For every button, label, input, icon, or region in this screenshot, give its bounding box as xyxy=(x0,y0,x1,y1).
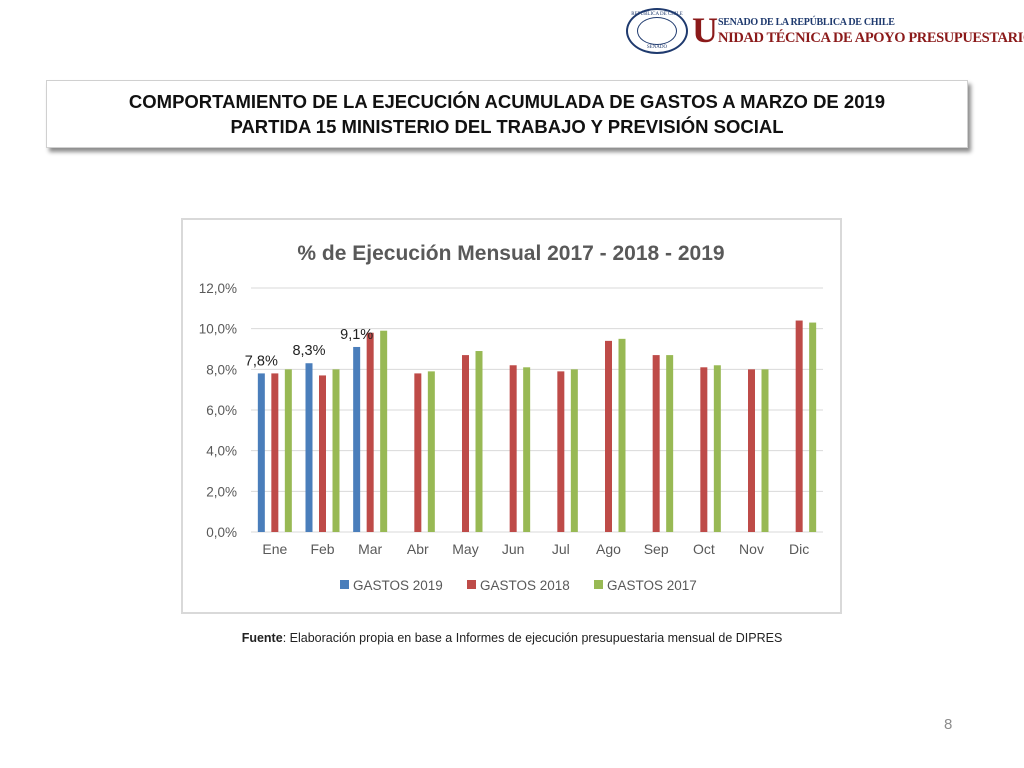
source-label: Fuente xyxy=(241,631,283,645)
bar-gastos-2019 xyxy=(353,346,361,532)
x-tick-label: Ene xyxy=(262,541,287,557)
chart-frame: % de Ejecución Mensual 2017 - 2018 - 201… xyxy=(181,218,842,614)
bar-gastos-2019 xyxy=(305,363,313,532)
bar-gastos-2017 xyxy=(761,369,769,532)
y-tick-label: 6,0% xyxy=(206,403,237,418)
x-tick-label: Oct xyxy=(693,541,715,557)
bar-gastos-2017 xyxy=(570,369,578,532)
bar-gastos-2018 xyxy=(319,375,326,532)
bar-gastos-2018 xyxy=(366,332,374,532)
bar-gastos-2017 xyxy=(618,338,626,532)
bar-gastos-2018 xyxy=(605,340,612,532)
source-note: Fuente: Elaboración propia en base a Inf… xyxy=(0,631,1024,645)
y-tick-label: 2,0% xyxy=(206,484,237,499)
y-tick-label: 10,0% xyxy=(199,322,237,337)
bar-gastos-2018 xyxy=(557,371,565,532)
page-number: 8 xyxy=(944,716,953,733)
x-tick-label: Mar xyxy=(358,541,382,557)
bar-gastos-2018 xyxy=(462,355,469,532)
x-tick-label: Abr xyxy=(407,541,429,557)
x-tick-label: Dic xyxy=(789,541,809,557)
bar-gastos-2017 xyxy=(427,371,435,532)
bar-gastos-2017 xyxy=(713,365,721,532)
bar-gastos-2018 xyxy=(795,320,803,532)
x-tick-label: Ago xyxy=(596,541,621,557)
x-tick-label: Sep xyxy=(644,541,669,557)
logo-letter: U xyxy=(692,10,718,50)
bar-gastos-2017 xyxy=(380,330,388,532)
legend-swatch xyxy=(467,580,476,589)
bar-gastos-2019 xyxy=(257,373,265,532)
bar-gastos-2017 xyxy=(523,367,531,532)
seal-top-text: REPÚBLICA DE CHILE xyxy=(631,12,683,17)
title-line1: COMPORTAMIENTO DE LA EJECUCIÓN ACUMULADA… xyxy=(128,91,886,112)
legend-label: GASTOS 2019 xyxy=(353,578,443,593)
seal-bottom-text: SENADO xyxy=(646,45,668,50)
y-tick-label: 0,0% xyxy=(206,525,237,540)
source-text: : Elaboración propia en base a Informes … xyxy=(282,631,783,645)
title-box: COMPORTAMIENTO DE LA EJECUCIÓN ACUMULADA… xyxy=(46,80,968,148)
org-name-line2: NIDAD TÉCNICA DE APOYO PRESUPUESTARIO xyxy=(718,30,1024,46)
y-tick-label: 4,0% xyxy=(206,444,237,459)
bar-gastos-2018 xyxy=(414,373,422,532)
x-tick-label: Jun xyxy=(502,541,525,557)
org-name-line1: SENADO DE LA REPÚBLICA DE CHILE xyxy=(718,17,895,28)
bar-gastos-2017 xyxy=(332,369,340,532)
senate-logo: REPÚBLICA DE CHILE SENADO U SENADO DE LA… xyxy=(626,8,1024,56)
bar-gastos-2017 xyxy=(284,369,292,532)
bar-gastos-2017 xyxy=(809,322,817,532)
bar-gastos-2018 xyxy=(271,373,279,532)
data-label: 8,3% xyxy=(292,343,325,359)
x-tick-label: Feb xyxy=(310,541,334,557)
x-tick-label: May xyxy=(452,541,478,557)
data-label: 7,8% xyxy=(245,353,278,369)
bar-gastos-2018 xyxy=(652,355,660,532)
data-label: 9,1% xyxy=(340,327,373,343)
bar-gastos-2018 xyxy=(748,369,755,532)
bar-chart: % de Ejecución Mensual 2017 - 2018 - 201… xyxy=(199,242,823,593)
y-tick-label: 12,0% xyxy=(199,281,237,296)
x-tick-label: Nov xyxy=(739,541,764,557)
chart-title: % de Ejecución Mensual 2017 - 2018 - 201… xyxy=(297,242,724,265)
legend-label: GASTOS 2017 xyxy=(607,578,697,593)
senate-seal-icon: REPÚBLICA DE CHILE SENADO xyxy=(626,8,688,54)
legend-swatch xyxy=(340,580,349,589)
y-tick-label: 8,0% xyxy=(206,362,237,377)
bar-gastos-2018 xyxy=(700,367,708,532)
x-tick-label: Jul xyxy=(552,541,570,557)
legend-label: GASTOS 2018 xyxy=(480,578,570,593)
bar-gastos-2018 xyxy=(509,365,517,532)
bar-gastos-2017 xyxy=(475,351,483,532)
title-line2: PARTIDA 15 MINISTERIO DEL TRABAJO Y PREV… xyxy=(230,116,784,137)
bar-gastos-2017 xyxy=(666,355,674,532)
legend-swatch xyxy=(594,580,603,589)
seal-inner-ring xyxy=(637,17,677,45)
